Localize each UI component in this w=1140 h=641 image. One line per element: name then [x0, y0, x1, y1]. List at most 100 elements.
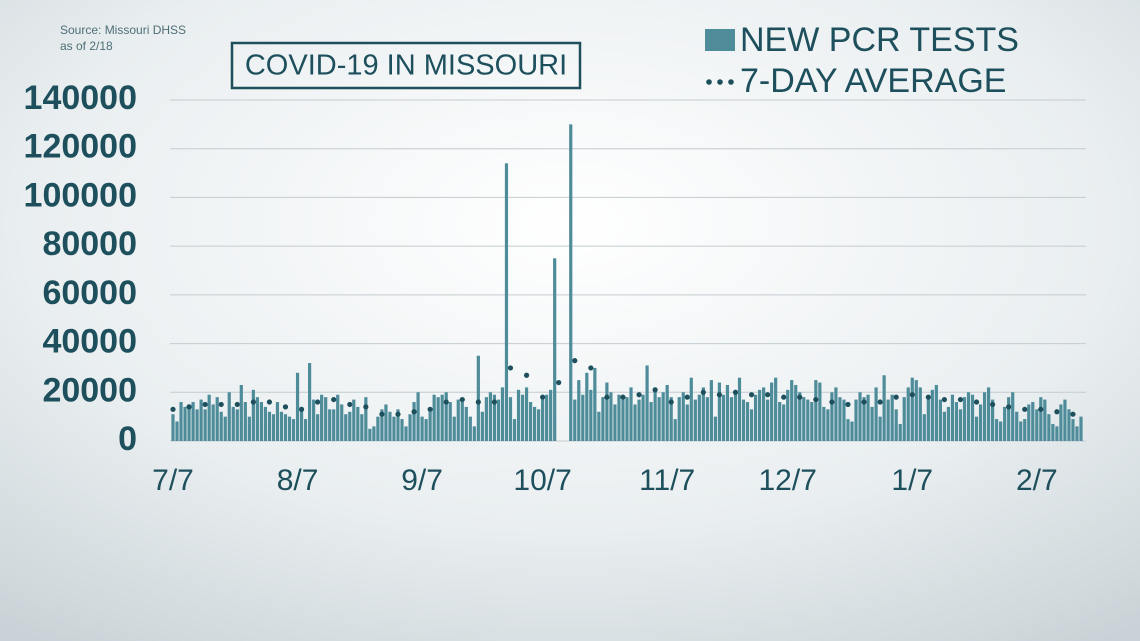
bar	[259, 402, 263, 441]
average-dot	[845, 401, 851, 408]
bar	[794, 384, 798, 441]
bar	[199, 399, 203, 441]
chart-title: COVID-19 IN MISSOURI	[245, 50, 567, 82]
bar	[709, 380, 713, 441]
bar	[737, 377, 742, 441]
x-tick-label: 1/7	[891, 464, 933, 497]
average-dot	[636, 392, 642, 398]
bar	[444, 392, 448, 441]
bar	[725, 384, 730, 441]
bar	[693, 399, 697, 441]
bar	[376, 416, 380, 441]
bar	[179, 402, 183, 441]
average-dot	[909, 392, 915, 398]
x-tick-label: 8/7	[277, 464, 319, 497]
average-dot	[765, 392, 771, 398]
bar	[235, 409, 239, 441]
bar	[271, 414, 276, 441]
average-dot	[218, 401, 224, 408]
bar	[822, 406, 826, 441]
bar	[986, 387, 991, 441]
bar	[340, 404, 344, 441]
bar	[991, 399, 995, 441]
y-tick-label: 140000	[24, 79, 137, 117]
bar	[320, 394, 324, 441]
bar	[886, 399, 890, 441]
bar	[577, 380, 581, 441]
bar	[308, 363, 312, 441]
bar	[352, 399, 356, 441]
bar	[187, 404, 191, 441]
bar	[215, 397, 219, 441]
bar	[283, 414, 288, 441]
bar	[645, 365, 649, 441]
average-dot	[475, 399, 481, 405]
bar	[1063, 399, 1067, 441]
bar	[733, 392, 738, 441]
bar	[1043, 399, 1047, 441]
average-dot	[427, 406, 433, 412]
bar	[786, 389, 790, 441]
average-dot	[443, 399, 449, 405]
bar	[223, 416, 227, 441]
bar	[585, 372, 589, 441]
bar	[239, 384, 243, 441]
bar	[384, 404, 388, 441]
bar	[251, 389, 255, 441]
bar	[894, 409, 898, 441]
bar	[400, 419, 404, 441]
average-dot	[668, 399, 674, 405]
legend-dot	[706, 79, 712, 85]
bar	[613, 404, 617, 441]
bar	[778, 402, 782, 441]
bar	[842, 399, 846, 441]
bar	[914, 380, 918, 441]
bar	[287, 416, 292, 441]
bar	[589, 389, 593, 441]
bar	[685, 404, 689, 441]
bar	[243, 402, 247, 441]
bar	[906, 387, 910, 441]
bar	[316, 414, 320, 441]
bar	[1007, 397, 1011, 441]
bar	[834, 387, 838, 441]
bar	[1067, 409, 1071, 441]
bar	[573, 399, 577, 441]
average-dot	[250, 399, 256, 405]
bar	[211, 404, 215, 441]
average-dot	[925, 394, 931, 400]
bar	[677, 397, 681, 441]
bar	[512, 419, 517, 441]
bar	[814, 380, 818, 441]
bar	[504, 163, 509, 442]
bar	[745, 402, 750, 441]
bar	[360, 414, 364, 441]
bar	[846, 419, 850, 441]
average-dot	[347, 401, 353, 408]
bar	[279, 411, 284, 441]
bar	[183, 406, 187, 441]
bar	[810, 402, 814, 441]
note: as of 2/18	[60, 39, 113, 53]
average-dot	[459, 396, 465, 403]
bar	[970, 394, 975, 441]
average-dot	[781, 394, 787, 400]
bar	[1035, 409, 1039, 441]
bar	[790, 380, 794, 441]
bar	[770, 382, 774, 441]
average-dot	[411, 409, 417, 415]
bar	[999, 421, 1003, 441]
bar	[882, 375, 886, 441]
bar	[291, 419, 296, 441]
bar	[480, 411, 484, 441]
bar	[934, 384, 938, 441]
bar	[203, 409, 207, 441]
bar	[962, 397, 967, 441]
bar	[910, 377, 914, 441]
bar	[942, 411, 946, 441]
bar	[757, 389, 762, 441]
bar	[830, 392, 834, 441]
bar	[874, 387, 878, 441]
average-dot	[572, 358, 578, 364]
average-dot	[748, 392, 755, 398]
